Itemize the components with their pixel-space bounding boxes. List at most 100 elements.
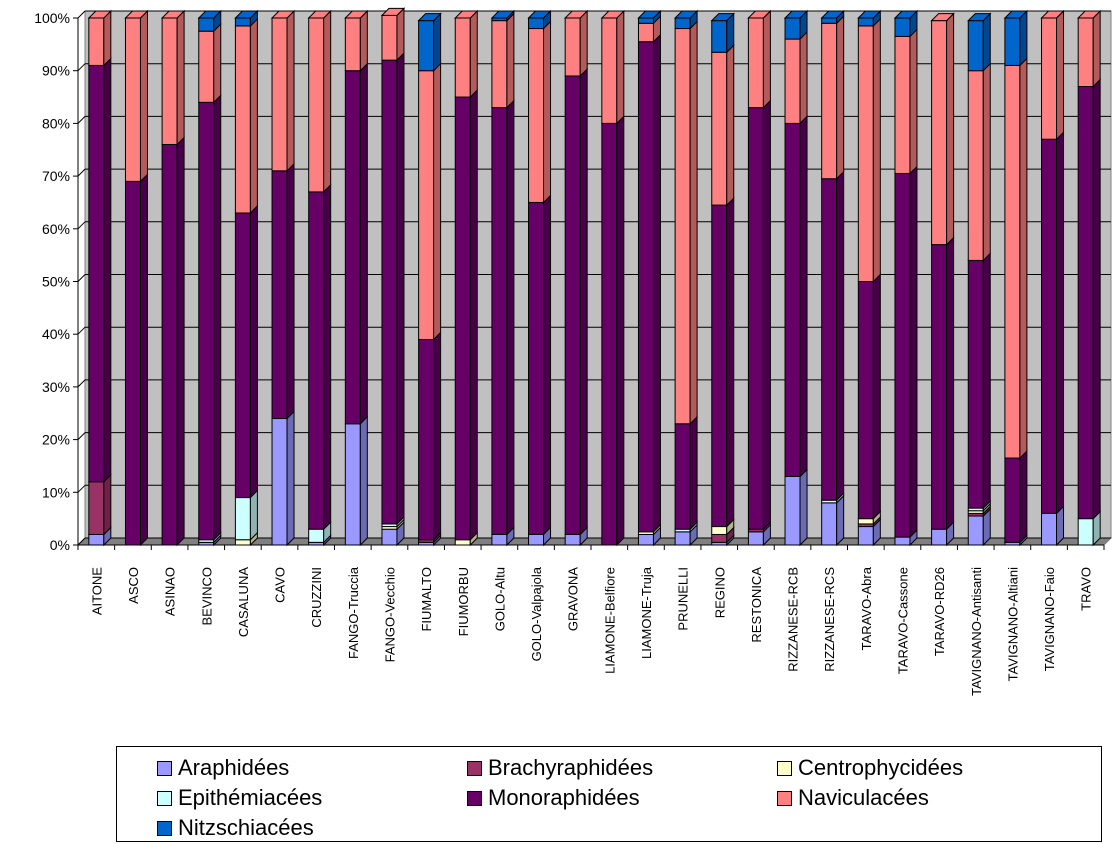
bar-segment [528,533,545,546]
bar-segment [564,17,581,77]
y-tick-labels: 0% 10% 20% 30% 40% 50% 60% 70% 80% 90% 100% [34,10,70,553]
bar-segment [711,526,728,535]
y-tick-label: 50% [42,274,70,290]
bar-segment [784,122,801,477]
bar-top [197,10,222,19]
bar-segment [271,170,288,420]
gridline-depth [77,221,86,230]
gridline-depth [77,116,86,124]
bar-top [710,13,735,22]
bar-segment [711,51,728,206]
bar-stack [1076,9,1102,547]
x-tick-label: RESTONICA [749,567,764,643]
bar-segment-side [249,204,258,499]
x-tick-label: FIUMORBU [456,567,471,636]
legend-swatch [157,760,172,776]
bar-segment [308,528,325,543]
bar-segment [88,533,105,546]
bar-segment-side [506,99,515,536]
legend-label: Centrophycidées [798,755,964,780]
bar-segment-side [616,9,625,125]
bar-segment [821,22,838,180]
x-tick-label: REGINO [712,567,727,618]
bar-segment-side [579,9,588,78]
bar-segment [931,528,948,546]
bar-top [893,10,919,19]
bar-segment [784,475,801,546]
bar-segment-side [543,20,552,204]
bar-segment [1077,518,1094,546]
bar-segment [857,17,874,27]
y-tick-label: 90% [42,63,70,79]
bar-segment [161,17,178,145]
gridline-depth [77,537,86,546]
bar-segment-side [1092,78,1101,520]
bar-segment-side [1056,131,1065,515]
legend-label: Nitzschiacées [178,815,314,840]
x-tick-label: TARAVO-Cassone [895,567,910,674]
bar-top [490,10,516,19]
bar-segment [198,17,215,32]
bar-segment [528,28,545,203]
x-tick-label: FANGO-Vecchio [382,567,397,662]
x-tick-label: LIAMONE-Belfiore [602,567,617,674]
bar-segment [1004,457,1021,543]
bar-segment [454,17,471,98]
bar-segment [198,101,215,541]
x-tick-label: CASALUNA [236,567,251,637]
bar-segment [857,281,874,520]
bar-segment [674,28,691,425]
bar-segment-side [433,331,442,541]
bar-segment-side [543,194,552,536]
bar-stack [160,9,186,547]
y-tick-label: 80% [42,115,70,131]
legend-swatch [157,790,172,806]
bar-segment-side [946,236,955,531]
bar-segment [637,533,654,546]
bar-segment [271,17,288,172]
gridline-depth [77,168,86,177]
bar-segment-side [909,28,918,175]
bar-segment-side [286,162,295,420]
bar-segment-side [249,17,258,215]
bar-segment [234,17,251,27]
bar-segment [894,35,911,174]
bar-segment-side [249,489,258,541]
bar-segment-side [103,57,112,483]
bar-stack [234,9,259,547]
bar-segment [637,22,654,43]
stacked-bar-chart: 0% 10% 20% 30% 40% 50% 60% 70% 80% 90% 100% AITONE… [34,7,1113,696]
bar-top [637,10,662,19]
bar-segment [931,20,948,246]
bar-segment [418,70,435,340]
bar-segment-side [469,88,478,541]
x-tick-label: FANGO-Truccia [346,566,361,659]
x-tick-label: TAVIGNANO-Altiani [1005,567,1020,681]
bar-segment-side [836,170,845,502]
bar-segment-side [139,173,148,547]
bar-segment [967,515,984,546]
bar-segment-side [359,62,368,425]
bar-segment [637,41,654,533]
bar-segment [821,502,838,546]
bar-segment [564,533,581,546]
y-tick-label: 60% [42,221,70,237]
bar-segment [491,533,508,546]
x-tick-label: BEVINCO [199,567,214,626]
bar-segment [381,528,398,546]
bar-segment [344,423,361,546]
bar-segment-side [359,415,368,547]
bar-top [1076,10,1102,19]
bar-segment-side [139,9,148,183]
bar-segment-side [689,415,698,531]
bar-segment [637,17,654,24]
bar-segment [381,14,398,61]
bar-segment-side [103,473,112,536]
bar-stack [380,7,406,547]
y-tick-label: 70% [42,168,70,184]
gridline-depth [77,432,86,440]
bar-stack [563,9,589,547]
legend-label: Naviculacées [798,785,929,810]
bar-segment-side [579,67,588,536]
x-tick-labels: AITONE ASCO ASINAO BEVINCO CASALUNA CAVO CRUZZ… [77,545,1105,696]
